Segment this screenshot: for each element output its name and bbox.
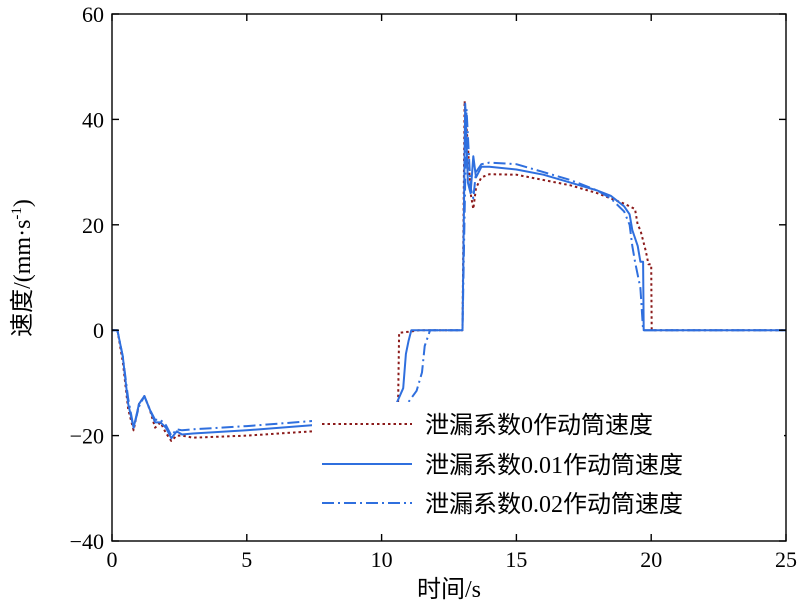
series-layer xyxy=(112,100,786,442)
y-tick-label: 60 xyxy=(82,2,104,27)
series-line-1 xyxy=(112,102,786,440)
series-line-0 xyxy=(112,100,786,442)
y-tick-label: 0 xyxy=(93,318,104,343)
plot-frame xyxy=(111,13,787,542)
y-axis-title: 速度/(mm·s-1) xyxy=(9,199,36,337)
legend-label-series-2: 泄漏系数0.02作动筒速度 xyxy=(425,491,683,518)
legend: 泄漏系数0作动筒速度 泄漏系数0.01作动筒速度 泄漏系数0.02作动筒速度 xyxy=(312,402,784,526)
x-tick-label: 10 xyxy=(371,547,393,572)
series-line-2 xyxy=(112,107,786,437)
x-tick-label: 25 xyxy=(775,547,797,572)
y-tick-label: −40 xyxy=(70,529,104,554)
x-tick-label: 5 xyxy=(241,547,252,572)
y-axis-title-main: 速度/(mm·s xyxy=(9,220,36,337)
y-tick-label: −20 xyxy=(70,424,104,449)
y-axis-title-sup: -1 xyxy=(9,207,25,220)
y-axis-title-close: ) xyxy=(10,199,36,207)
ticks-layer: 0 5 10 15 20 25 −40 −20 0 20 40 60 xyxy=(70,2,797,572)
x-tick-label: 0 xyxy=(107,547,118,572)
y-tick-label: 40 xyxy=(82,107,104,132)
legend-label-series-1: 泄漏系数0.01作动筒速度 xyxy=(425,452,683,479)
y-tick-label: 20 xyxy=(82,213,104,238)
legend-label-series-0: 泄漏系数0作动筒速度 xyxy=(425,412,653,439)
x-tick-label: 20 xyxy=(640,547,662,572)
x-axis-title: 时间/s xyxy=(417,576,481,603)
x-tick-label: 15 xyxy=(505,547,527,572)
